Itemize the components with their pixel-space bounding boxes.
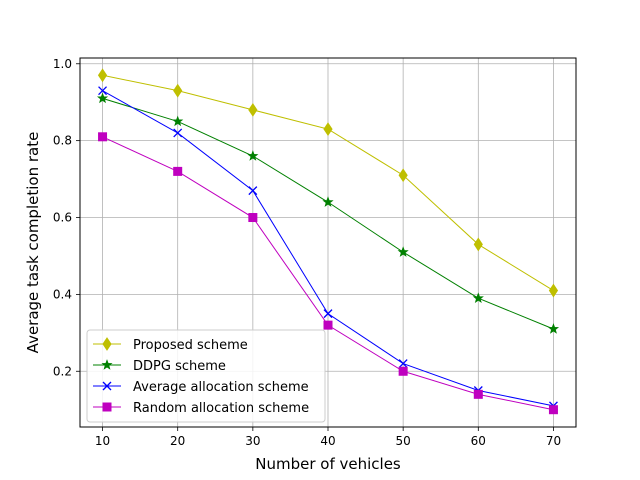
- data-point-proposed-scheme: [473, 237, 483, 252]
- legend-label: Proposed scheme: [133, 338, 248, 353]
- data-point-proposed-scheme: [398, 168, 408, 183]
- data-point-random-allocation-scheme: [173, 166, 183, 176]
- data-point-proposed-scheme: [173, 83, 183, 98]
- series-random-allocation-scheme: [98, 132, 558, 415]
- legend: Proposed scheme DDPG scheme Average alloca…: [86, 329, 326, 423]
- x-tick-label: 30: [245, 434, 260, 448]
- legend-marker: [102, 402, 112, 412]
- data-point-average-allocation-scheme: [323, 309, 333, 319]
- data-point-random-allocation-scheme: [248, 213, 258, 223]
- data-point-ddpg-scheme: [322, 196, 334, 207]
- series-proposed-scheme: [97, 68, 559, 298]
- axis-ticks: 10 20 30 40 50 60 70 0.2 0.4 0.6 0.8 1.0: [53, 57, 561, 448]
- x-tick-label: 10: [95, 434, 110, 448]
- x-marker-stroke: [398, 359, 408, 369]
- legend-item-random-allocation-scheme: Random allocation scheme: [93, 401, 309, 416]
- data-point-random-allocation-scheme: [548, 405, 558, 415]
- y-tick-label: 1.0: [53, 57, 72, 71]
- data-point-ddpg-scheme: [247, 150, 259, 161]
- data-point-random-allocation-scheme: [98, 132, 108, 142]
- x-marker-stroke: [323, 309, 333, 319]
- y-tick-label: 0.8: [53, 134, 72, 148]
- y-tick-label: 0.4: [53, 287, 72, 301]
- data-point-proposed-scheme: [97, 68, 108, 83]
- data-point-random-allocation-scheme: [398, 366, 408, 376]
- data-point-ddpg-scheme: [547, 323, 560, 334]
- legend-box: [86, 329, 326, 423]
- x-tick-label: 20: [170, 434, 185, 448]
- x-marker-stroke: [98, 86, 108, 96]
- legend-item-ddpg-scheme: DDPG scheme: [93, 359, 226, 374]
- legend-label: Random allocation scheme: [133, 401, 309, 416]
- data-point-proposed-scheme: [248, 102, 258, 117]
- data-point-ddpg-scheme: [472, 292, 484, 303]
- plot-series: [96, 68, 560, 415]
- legend-label: Average allocation scheme: [133, 380, 309, 395]
- data-point-random-allocation-scheme: [323, 320, 333, 330]
- data-point-average-allocation-scheme: [398, 359, 408, 369]
- x-tick-label: 60: [471, 434, 486, 448]
- data-point-proposed-scheme: [548, 283, 559, 298]
- data-point-average-allocation-scheme: [98, 86, 108, 96]
- legend-item-average-allocation-scheme: Average allocation scheme: [93, 380, 309, 395]
- legend-label: DDPG scheme: [133, 359, 226, 374]
- series-ddpg-scheme: [96, 92, 560, 334]
- data-point-ddpg-scheme: [96, 92, 109, 104]
- data-point-proposed-scheme: [323, 122, 333, 137]
- x-tick-label: 40: [320, 434, 335, 448]
- legend-item-proposed-scheme: Proposed scheme: [93, 337, 248, 353]
- y-tick-label: 0.6: [53, 211, 72, 225]
- data-point-ddpg-scheme: [172, 115, 184, 127]
- x-marker-stroke: [102, 381, 112, 391]
- data-point-average-allocation-scheme: [248, 186, 258, 196]
- x-tick-label: 50: [396, 434, 411, 448]
- legend-marker: [102, 337, 112, 351]
- x-marker-stroke: [173, 128, 183, 138]
- data-point-ddpg-scheme: [397, 246, 409, 257]
- x-tick-label: 70: [546, 434, 561, 448]
- legend-marker: [102, 381, 112, 391]
- y-axis-label: Average task completion rate: [24, 132, 42, 354]
- x-axis-label: Number of vehicles: [255, 455, 401, 473]
- legend-marker: [101, 359, 113, 370]
- data-point-average-allocation-scheme: [173, 128, 183, 138]
- x-marker-stroke: [248, 186, 258, 196]
- y-tick-label: 0.2: [53, 364, 72, 378]
- data-point-random-allocation-scheme: [473, 389, 483, 399]
